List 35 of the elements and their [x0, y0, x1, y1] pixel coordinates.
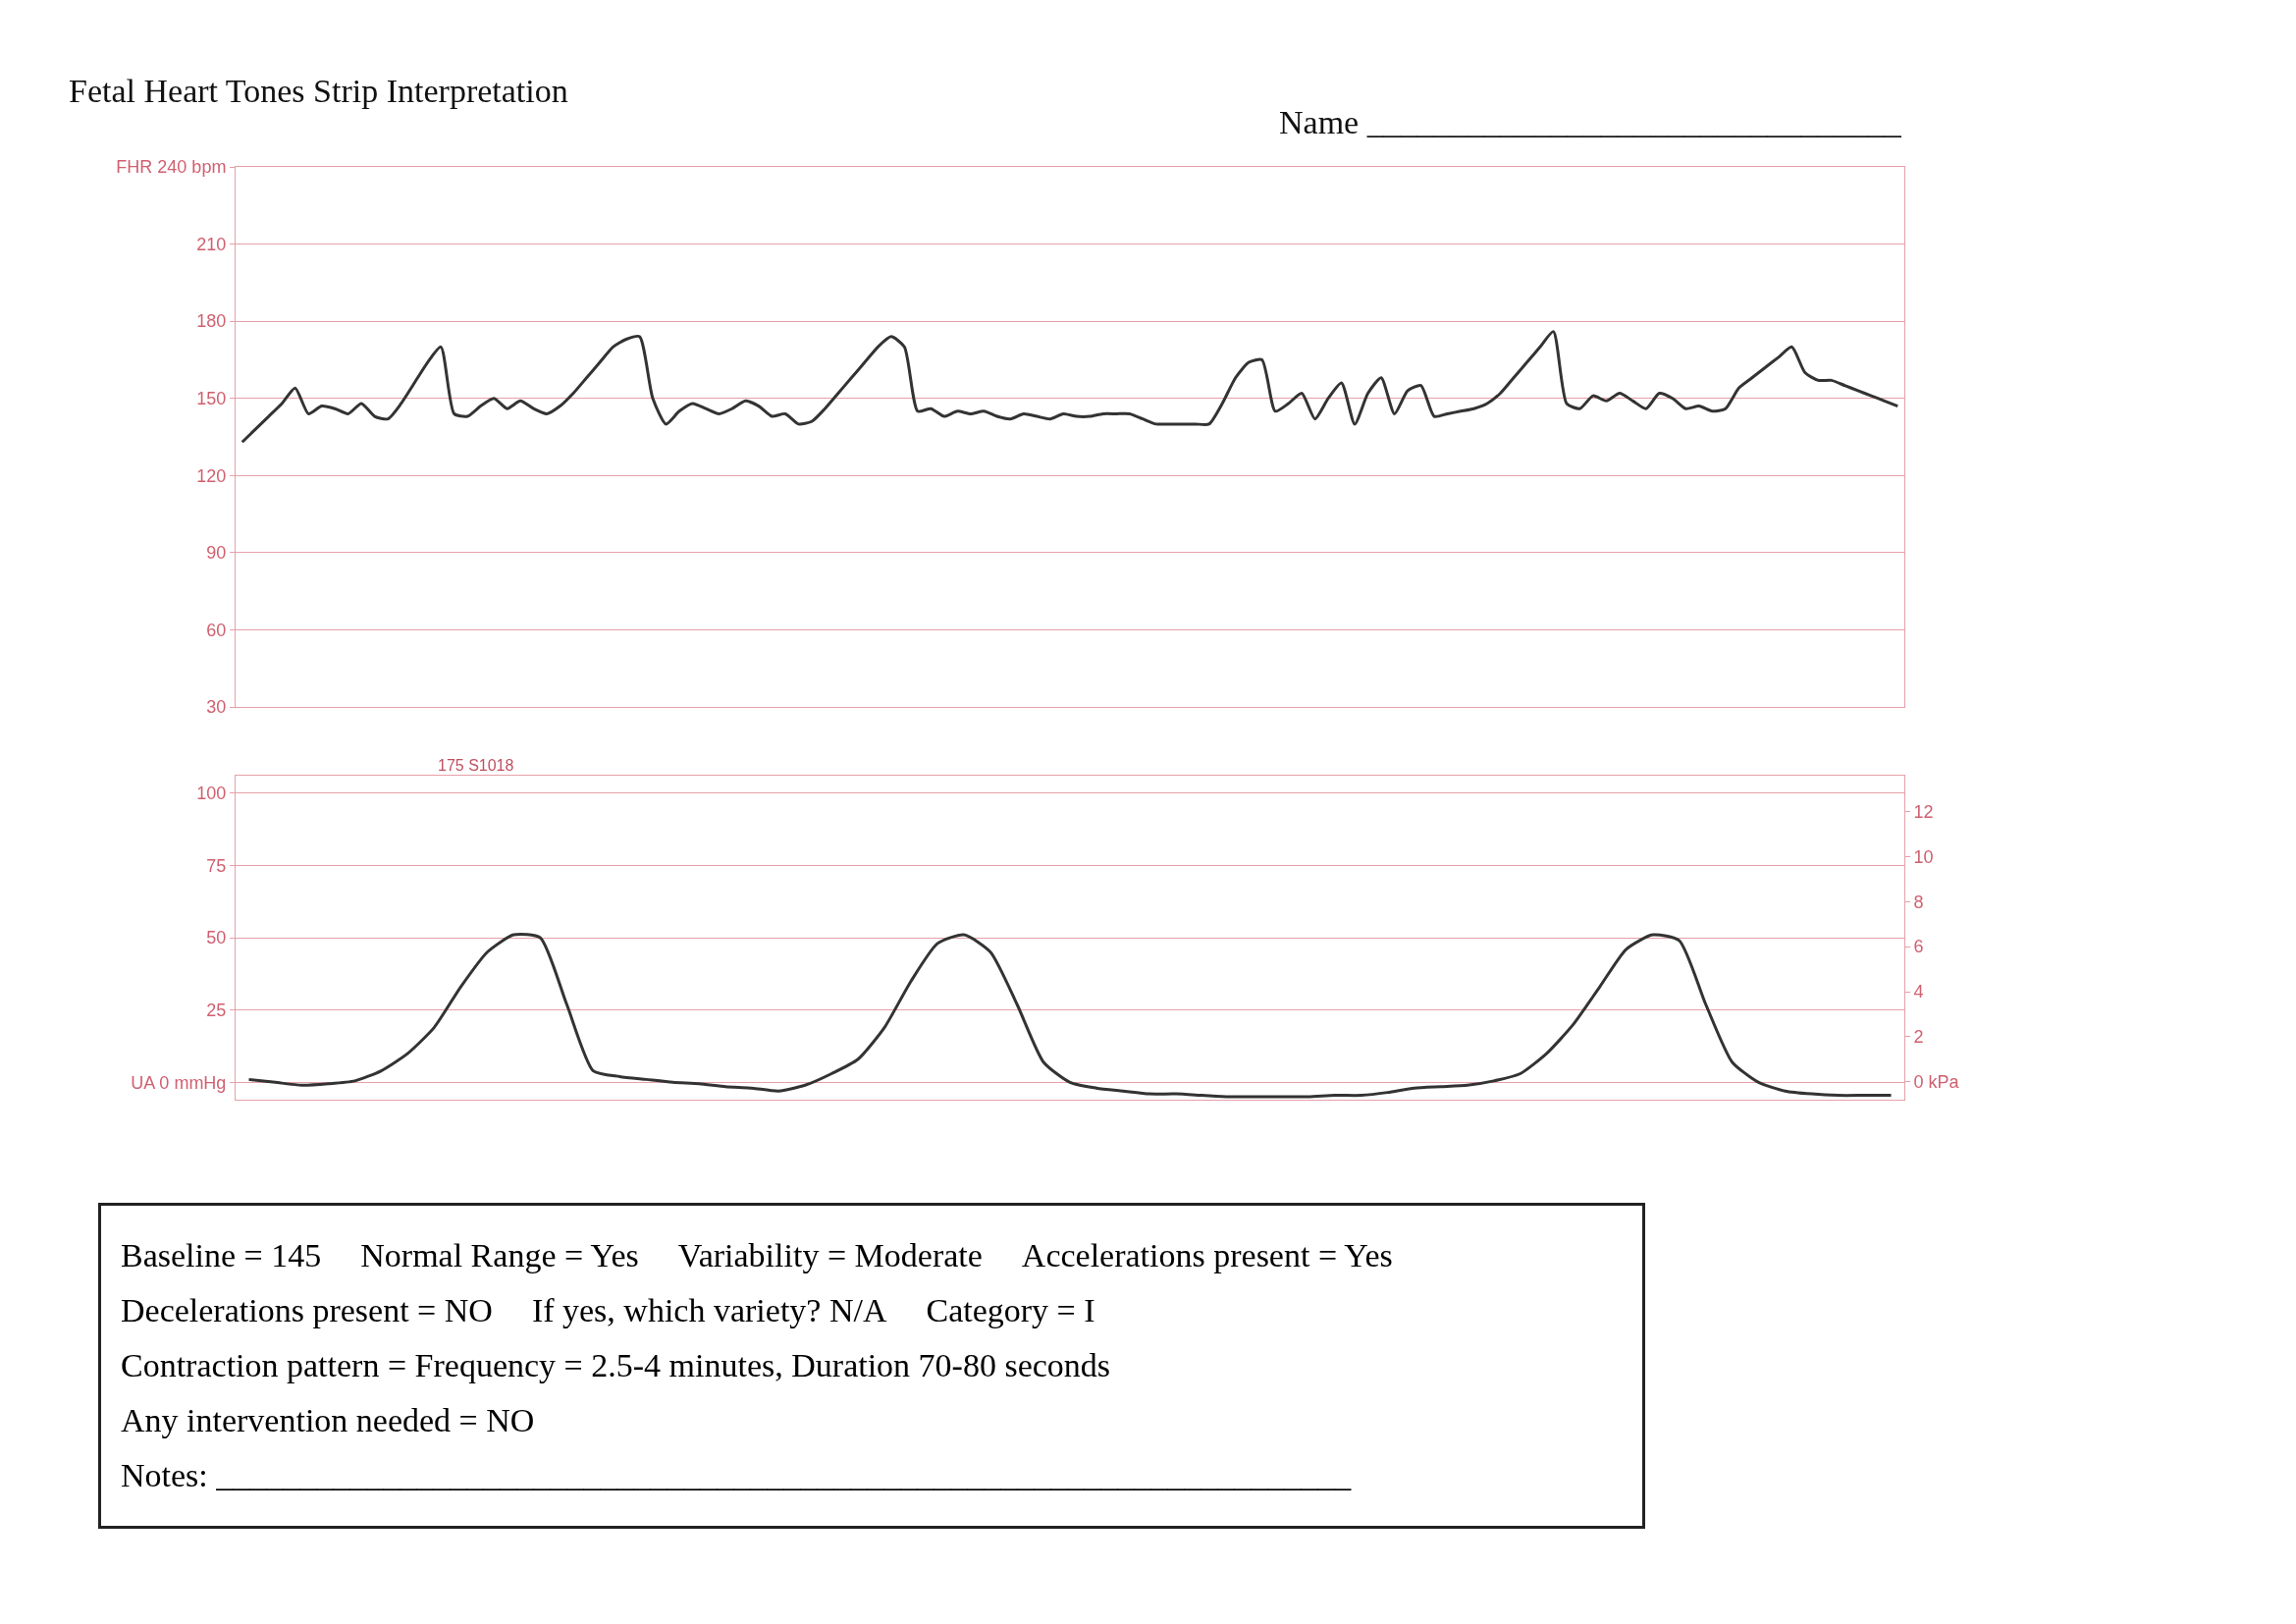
text: Accelerations present = Yes: [1021, 1237, 1393, 1274]
y-tick-label: 120: [196, 465, 227, 486]
line-series: [246, 933, 1894, 1099]
y-tick-label: FHR 240 bpm: [116, 157, 227, 178]
y-tick-label: 60: [206, 620, 227, 640]
y-tick-label: 50: [206, 928, 227, 948]
y-tick-label: 100: [196, 783, 227, 803]
y2-tick-label: 10: [1913, 846, 1934, 867]
line-series: [240, 330, 1899, 444]
y2-tick-label: 2: [1913, 1027, 1924, 1048]
text: Name ________________________________: [1279, 104, 1902, 140]
y-tick-label: 90: [206, 543, 227, 564]
y-tick-label: 30: [206, 697, 227, 718]
text: Baseline = 145: [121, 1237, 322, 1274]
y2-tick-label: 12: [1913, 801, 1934, 822]
text: Normal Range = Yes: [360, 1237, 639, 1274]
y2-tick-label: 8: [1913, 892, 1924, 912]
y2-tick-label: 6: [1913, 937, 1924, 957]
text: 175 S1018: [438, 757, 514, 774]
y2-tick-label: 4: [1913, 982, 1924, 1002]
y-tick-label: 75: [206, 855, 227, 876]
y-tick-label: 150: [196, 389, 227, 409]
y-tick-label: 25: [206, 1000, 227, 1020]
text: Notes: ____________________________________________________________________: [121, 1457, 1352, 1494]
text: If yes, which variety? N/A: [531, 1292, 887, 1329]
text: Variability = Moderate: [677, 1237, 983, 1274]
text: Any intervention needed = NO: [121, 1402, 535, 1439]
text: Decelerations present = NO: [121, 1292, 493, 1329]
text: Contraction pattern = Frequency = 2.5-4 minutes, Duration 70-80 seconds: [121, 1347, 1111, 1384]
y-tick-label: 210: [196, 234, 227, 254]
chart-title: Fetal Heart Tones Strip Interpretation: [69, 73, 568, 110]
y-tick-label: UA 0 mmHg: [131, 1072, 227, 1093]
y-tick-label: 180: [196, 311, 227, 332]
text: Category = I: [926, 1292, 1095, 1329]
y2-tick-label: 0 kPa: [1913, 1071, 1960, 1092]
